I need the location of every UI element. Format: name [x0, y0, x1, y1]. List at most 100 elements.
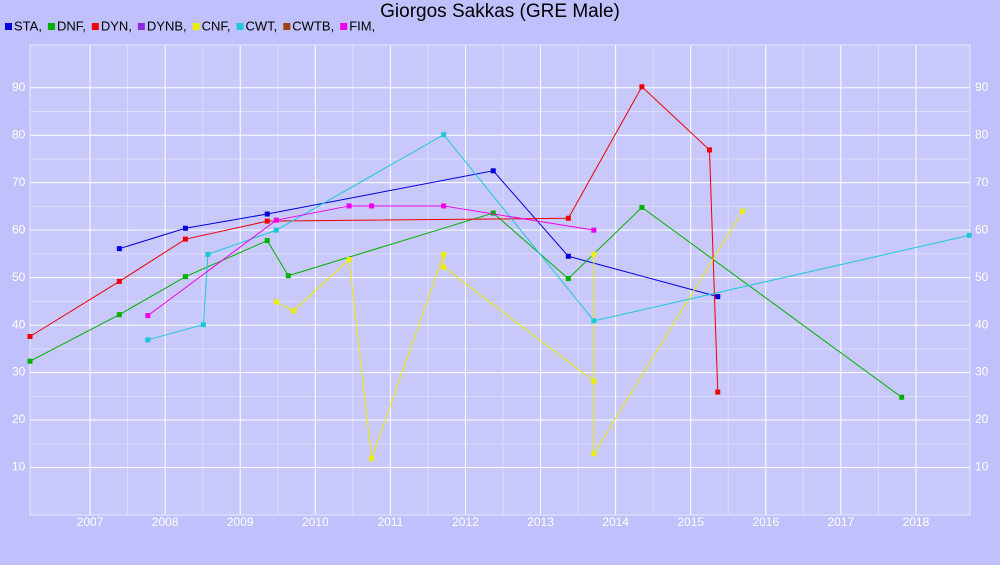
data-point	[490, 168, 496, 174]
y2-tick-label: 10	[975, 460, 989, 474]
data-point	[639, 204, 645, 210]
y2-tick-label: 60	[975, 222, 989, 236]
legend: STA, DNF, DYN, DYNB, CNF, CWT, CWTB, FIM,	[5, 18, 375, 33]
data-point	[591, 251, 597, 257]
x-tick-label: 2012	[452, 515, 479, 529]
data-point	[369, 203, 375, 209]
data-point	[264, 218, 270, 224]
legend-label: CWT,	[246, 18, 278, 33]
data-point	[591, 318, 597, 324]
x-tick-label: 2018	[903, 515, 930, 529]
series-line	[119, 170, 718, 298]
legend-swatch	[236, 23, 244, 30]
data-point	[285, 273, 291, 279]
y-tick-label: 70	[12, 175, 26, 189]
y2-tick-label: 20	[975, 412, 989, 426]
legend-swatch	[192, 23, 200, 30]
legend-label: CNF,	[202, 18, 231, 33]
x-tick-label: 2015	[677, 515, 704, 529]
data-point	[182, 274, 188, 280]
y-tick-label: 40	[12, 317, 26, 331]
data-point	[441, 132, 447, 138]
series-line	[29, 85, 719, 393]
x-tick-label: 2013	[527, 515, 554, 529]
data-point	[899, 394, 905, 400]
data-point	[639, 84, 645, 90]
legend-label: FIM,	[349, 18, 375, 33]
series-line	[147, 205, 594, 317]
data-point	[145, 313, 151, 319]
legend-swatch	[340, 23, 348, 30]
data-point	[264, 211, 270, 217]
data-point	[145, 337, 151, 343]
y-tick-label: 90	[12, 80, 26, 94]
data-point	[273, 217, 279, 223]
x-tick-label: 2009	[227, 515, 254, 529]
x-tick-label: 2014	[602, 515, 629, 529]
y-tick-label: 50	[12, 270, 26, 284]
x-tick-label: 2008	[152, 515, 179, 529]
legend-label: CWTB,	[292, 18, 334, 33]
data-point	[273, 299, 279, 305]
plot-area	[30, 45, 970, 515]
data-point	[715, 294, 721, 300]
data-point	[490, 210, 496, 216]
plot-border	[29, 44, 971, 516]
legend-swatch	[283, 23, 291, 30]
data-point	[27, 333, 33, 339]
data-point	[740, 208, 746, 214]
data-point	[966, 232, 972, 238]
y-tick-label: 10	[12, 460, 26, 474]
data-point	[441, 203, 447, 209]
legend-label: DYNB,	[147, 18, 187, 33]
data-point	[715, 389, 721, 395]
series-line	[276, 210, 743, 459]
y-tick-label: 20	[12, 412, 26, 426]
data-point	[27, 358, 33, 364]
y2-tick-label: 50	[975, 270, 989, 284]
legend-label: STA,	[14, 18, 42, 33]
y2-tick-label: 70	[975, 175, 989, 189]
x-tick-label: 2016	[752, 515, 779, 529]
data-point	[291, 308, 297, 314]
y2-tick-label: 40	[975, 317, 989, 331]
data-point	[591, 227, 597, 233]
data-point	[116, 278, 122, 284]
legend-swatch	[47, 23, 55, 30]
y-tick-label: 60	[12, 222, 26, 236]
data-point	[182, 225, 188, 231]
legend-swatch	[137, 23, 145, 30]
data-point	[591, 451, 597, 457]
y2-tick-label: 30	[975, 365, 989, 379]
x-tick-label: 2011	[377, 515, 403, 529]
x-tick-label: 2007	[77, 515, 104, 529]
x-tick-label: 2010	[302, 515, 329, 529]
y-tick-label: 80	[12, 127, 26, 141]
legend-swatch	[5, 23, 12, 30]
data-point	[346, 257, 352, 263]
data-point	[346, 203, 352, 209]
data-point	[264, 238, 270, 244]
legend-label: DNF,	[57, 18, 86, 33]
legend-swatch	[91, 23, 99, 30]
x-tick-label: 2017	[828, 515, 855, 529]
data-point	[591, 378, 597, 384]
legend-label: DYN,	[101, 18, 132, 33]
data-point	[205, 251, 211, 257]
y2-tick-label: 90	[975, 80, 989, 94]
y2-tick-label: 80	[975, 127, 989, 141]
data-point	[116, 312, 122, 318]
data-point	[441, 264, 447, 270]
data-point	[116, 246, 122, 252]
data-point	[706, 147, 712, 153]
data-point	[565, 253, 571, 259]
y-tick-label: 30	[12, 365, 26, 379]
data-point	[273, 227, 279, 233]
data-point	[200, 322, 206, 328]
data-point	[182, 236, 188, 242]
data-point	[565, 215, 571, 221]
data-point	[369, 456, 375, 462]
chart-title: Giorgos Sakkas (GRE Male)	[380, 1, 620, 22]
data-point	[441, 251, 447, 257]
